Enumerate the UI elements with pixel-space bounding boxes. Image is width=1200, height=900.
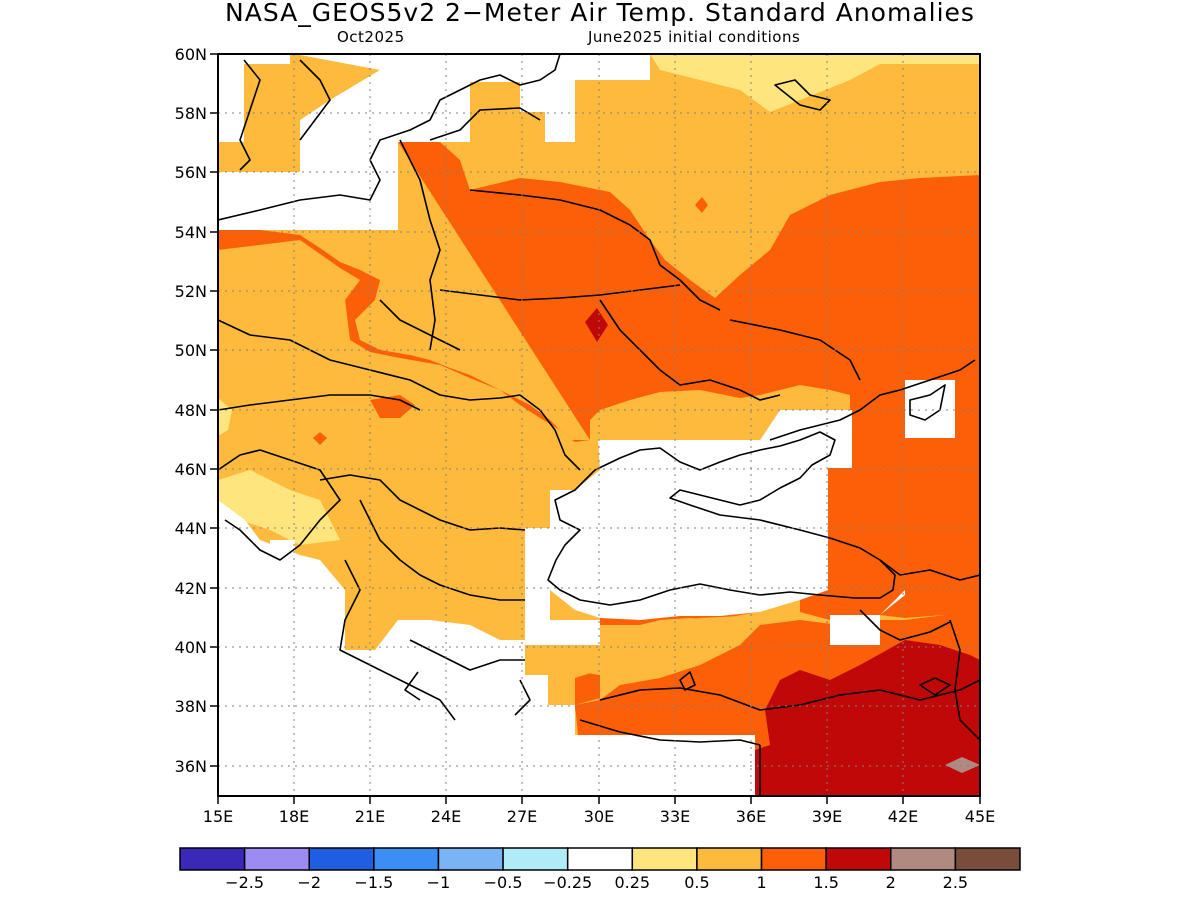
lon-label: 15E (203, 807, 233, 826)
lat-label: 50N (175, 341, 207, 360)
lat-label: 54N (175, 223, 207, 242)
colorbar-label: 0.5 (684, 873, 709, 892)
colorbar-label: −0.25 (543, 873, 592, 892)
colorbar-label: 2 (886, 873, 896, 892)
lat-label: 48N (175, 401, 207, 420)
colorbar-swatch (566, 847, 634, 871)
anomaly-region-1.5-2 (755, 640, 980, 796)
colorbar-label: 1.5 (813, 873, 838, 892)
lat-label: 46N (175, 460, 207, 479)
axis-ticks (210, 53, 981, 804)
colorbar-swatch (502, 847, 569, 871)
anomaly-region-1-1.5 (218, 142, 980, 796)
colorbar-label: 2.5 (943, 873, 968, 892)
lat-label: 56N (175, 163, 207, 182)
lon-label: 36E (736, 807, 766, 826)
lon-label: 18E (279, 807, 309, 826)
colorbar-label: 0.25 (614, 873, 650, 892)
anomaly-region-1.5-2 (585, 308, 608, 342)
colorbar-swatch (308, 847, 375, 871)
anomaly-region-near-zero (905, 380, 955, 438)
latitude-labels: 60N 58N 56N 54N 52N 50N 48N 46N 44N 42N … (175, 45, 207, 776)
colorbar-swatch (760, 847, 827, 871)
initial-conditions-label: June2025 initial conditions (588, 28, 801, 46)
anomaly-region-1-1.5 (370, 395, 415, 418)
lat-label: 38N (175, 697, 207, 716)
lat-label: 36N (175, 757, 207, 776)
lon-label: 27E (507, 807, 537, 826)
lon-label: 33E (660, 807, 690, 826)
lon-label: 45E (965, 807, 995, 826)
colorbar-swatch (890, 847, 957, 871)
lon-label: 24E (431, 807, 461, 826)
forecast-month-label: Oct2025 (337, 28, 405, 46)
anomaly-region-near-zero (830, 615, 880, 645)
colorbar-swatch (954, 847, 1021, 871)
colorbar-label: −0.5 (484, 873, 523, 892)
lon-label: 39E (812, 807, 842, 826)
anomaly-region-1-1.5 (695, 197, 708, 213)
anomaly-region-1-1.5 (313, 432, 327, 445)
lat-label: 42N (175, 579, 207, 598)
anomaly-region-0.25-0.5 (650, 54, 980, 112)
colorbar-swatch (437, 847, 504, 871)
lon-label: 30E (584, 807, 614, 826)
anomaly-fill-layer (218, 54, 980, 796)
longitude-labels: 15E 18E 21E 24E 27E 30E 33E 36E 39E 42E … (203, 807, 995, 826)
colorbar-label: −1.5 (354, 873, 393, 892)
lat-label: 52N (175, 282, 207, 301)
colorbar-swatch (373, 847, 440, 871)
colorbar-label: 1 (756, 873, 766, 892)
anomaly-region-2-2.5 (945, 757, 980, 773)
colorbar-label: −2 (297, 873, 321, 892)
sea-region (398, 620, 420, 705)
colorbar-swatch (243, 847, 310, 871)
lat-label: 60N (175, 45, 207, 64)
colorbar-swatch (179, 847, 246, 871)
lon-label: 21E (355, 807, 385, 826)
anomaly-region-0.5-1 (218, 240, 575, 440)
colorbar-label: −1 (427, 873, 451, 892)
anomaly-region-near-zero (218, 54, 650, 230)
lat-label: 58N (175, 104, 207, 123)
colorbar-swatch (631, 847, 698, 871)
graticule (218, 54, 980, 796)
lat-label: 40N (175, 638, 207, 657)
sea-region (218, 500, 755, 796)
colorbar: −2.5 −2 −1.5 −1 −0.5 −0.25 0.25 0.5 1 1.5 2 2.5 (179, 847, 1021, 892)
colorbar-swatch (696, 847, 763, 871)
map-title: NASA_GEOS5v2 2−Meter Air Temp. Standard … (225, 0, 975, 27)
anomaly-region-near-zero (270, 540, 295, 556)
colorbar-label: −2.5 (225, 873, 264, 892)
lon-label: 42E (888, 807, 918, 826)
anomaly-region-near-zero (218, 54, 290, 142)
anomaly-region-0.25-0.5 (218, 398, 232, 436)
anomaly-region-0.25-0.5 (218, 470, 340, 545)
colorbar-swatch (825, 847, 892, 871)
lat-label: 44N (175, 519, 207, 538)
